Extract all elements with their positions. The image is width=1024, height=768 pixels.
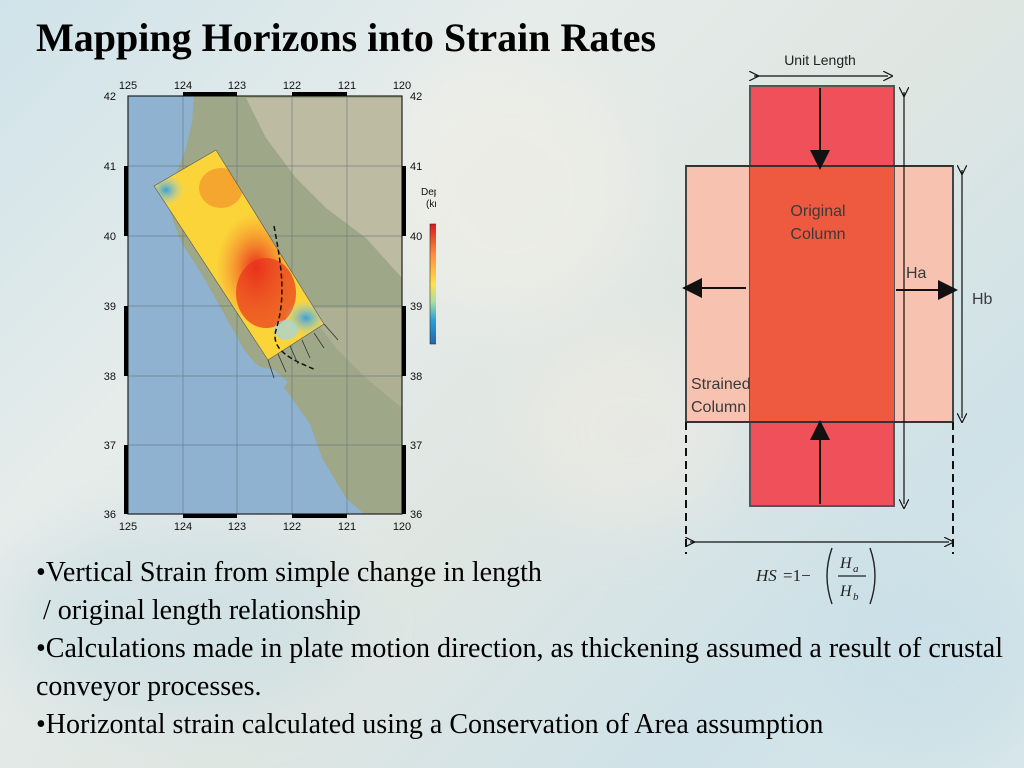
original-column-label: Original <box>790 203 845 220</box>
map-frame <box>127 95 403 515</box>
formula-numerator-sub: a <box>853 563 859 575</box>
background-shape <box>380 60 640 320</box>
unit-length-label: Unit Length <box>784 52 856 68</box>
right-lat-label: 40 <box>410 231 422 243</box>
strain-diagram: Unit Length Original Column Strained Col… <box>670 48 1010 568</box>
bottom-lon-label: 124 <box>174 521 192 533</box>
top-lon-label: 124 <box>174 80 192 92</box>
formula-lhs: HS <box>756 566 777 585</box>
strip-ticks <box>267 323 339 379</box>
formula-denominator: H <box>839 583 853 600</box>
left-lat-label: 36 <box>104 509 116 521</box>
top-lon-label: 123 <box>228 80 246 92</box>
overlap-region <box>750 166 894 422</box>
right-lat-label: 41 <box>410 161 422 173</box>
bottom-lon-label: 121 <box>338 521 356 533</box>
top-lon-label: 122 <box>283 80 301 92</box>
map-mountains <box>246 98 402 278</box>
bottom-lon-label: 125 <box>119 521 137 533</box>
background-shape <box>0 520 360 720</box>
bullet-list: •Vertical Strain from simple change in l… <box>36 554 1011 744</box>
map-bay <box>256 366 288 390</box>
bottom-lon-label: 123 <box>228 521 246 533</box>
fault-line <box>273 225 317 371</box>
original-column-label: Column <box>790 226 845 243</box>
colorbar <box>429 223 445 345</box>
formula-denominator-sub: b <box>853 591 859 603</box>
map-hills <box>306 308 402 408</box>
bottom-lon-label: 120 <box>393 521 411 533</box>
strain-formula: HS =1− H a H b <box>755 544 886 608</box>
bullet-item: •Calculations made in plate motion direc… <box>36 633 1003 702</box>
bullet-item: •Horizontal strain calculated using a Co… <box>36 709 824 740</box>
formula-numerator: H <box>839 555 853 572</box>
left-lat-label: 40 <box>104 231 116 243</box>
left-lat-label: 42 <box>104 91 116 103</box>
strained-column-label: Column <box>691 399 746 416</box>
top-lon-label: 121 <box>338 80 356 92</box>
background-shape <box>820 560 1024 760</box>
left-lat-label: 39 <box>104 301 116 313</box>
hb-label: Hb <box>972 291 993 308</box>
colorbar-title: Depth <box>421 187 436 198</box>
bottom-lon-label: 122 <box>283 521 301 533</box>
formula-eq: =1− <box>783 566 811 585</box>
map-frame-bars <box>124 92 406 518</box>
right-lat-label: 36 <box>410 509 422 521</box>
strained-column-label: Strained <box>691 376 751 393</box>
depth-map: 125 124 123 122 121 120 125 124 123 122 … <box>96 78 460 536</box>
right-lat-label: 39 <box>410 301 422 313</box>
colorbar-unit: (km) <box>426 199 436 210</box>
left-lat-label: 38 <box>104 371 116 383</box>
right-lat-label: 42 <box>410 91 422 103</box>
slide-title: Mapping Horizons into Strain Rates <box>36 15 657 60</box>
right-lat-label: 38 <box>410 371 422 383</box>
top-lon-label: 120 <box>393 80 411 92</box>
ha-label: Ha <box>906 265 927 282</box>
bullet-item-continuation: / original length relationship <box>36 595 362 626</box>
left-lat-label: 37 <box>104 440 116 452</box>
right-lat-label: 37 <box>410 440 422 452</box>
bullet-item: •Vertical Strain from simple change in l… <box>36 557 542 588</box>
top-lon-label: 125 <box>119 80 137 92</box>
left-lat-label: 41 <box>104 161 116 173</box>
